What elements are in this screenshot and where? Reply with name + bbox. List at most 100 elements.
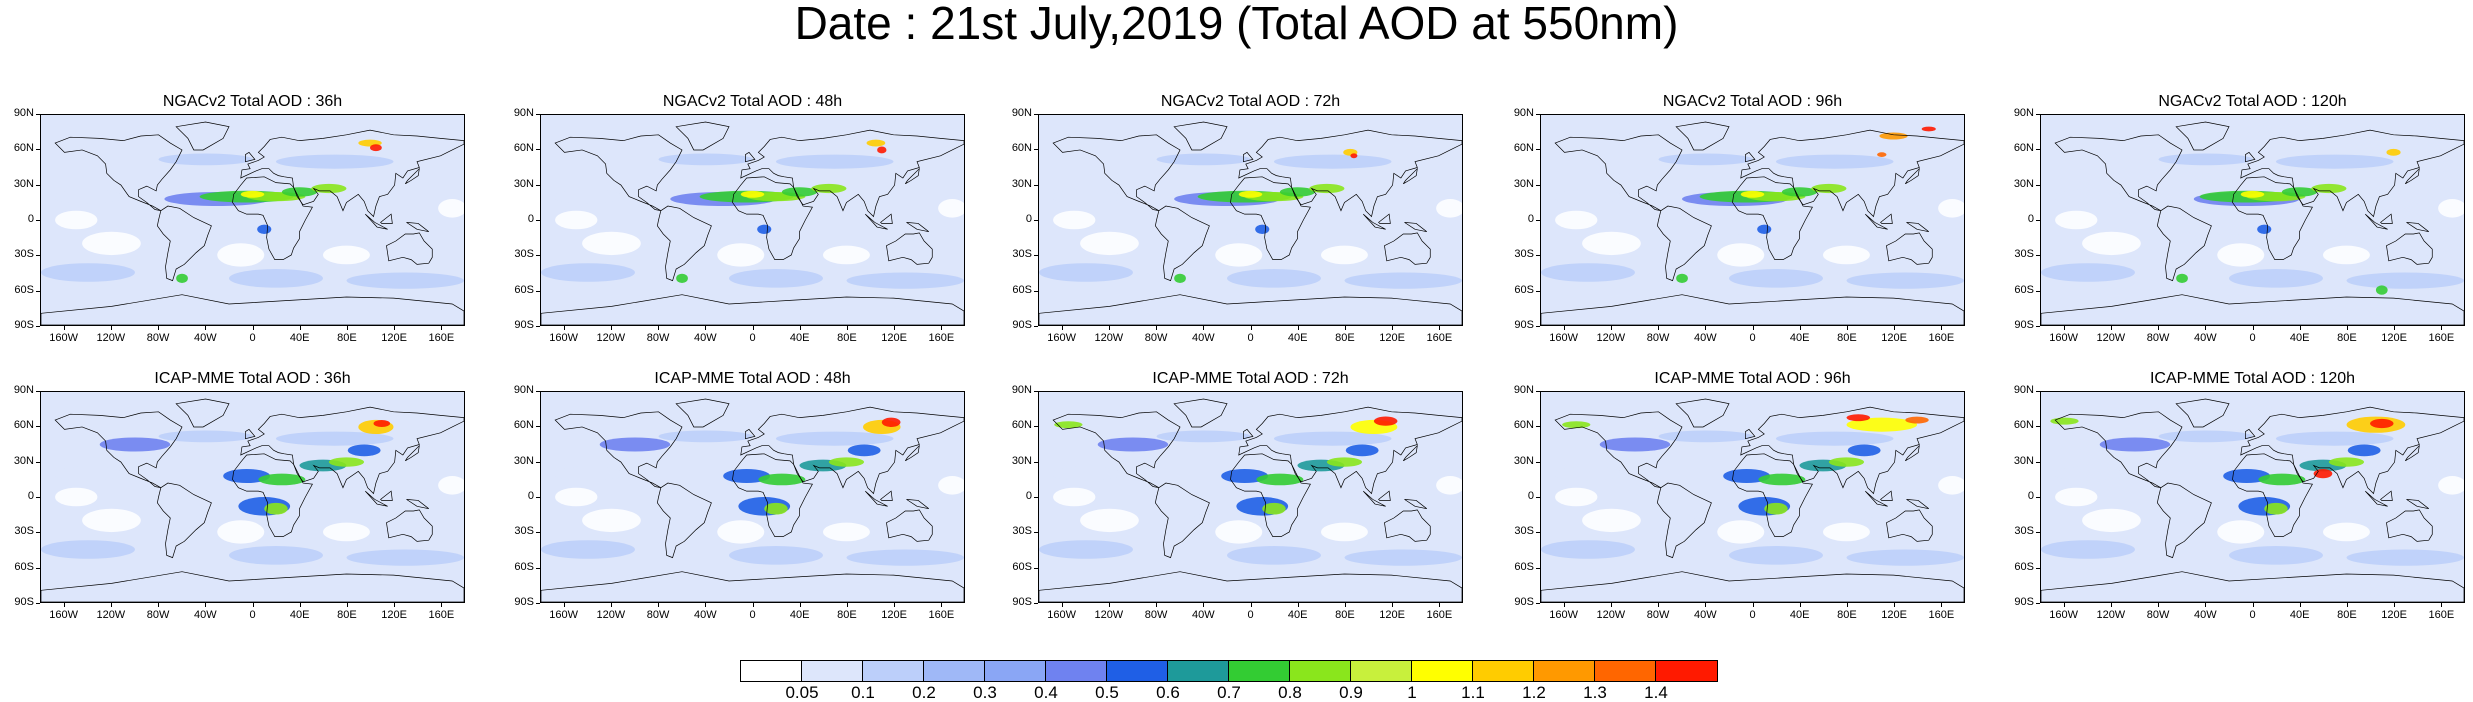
clear-area (2217, 520, 2265, 544)
longitude-tick (799, 603, 801, 607)
clear-area (1053, 210, 1096, 230)
aod-plume (1729, 269, 1823, 288)
longitude-tick-label: 80E (2337, 332, 2357, 344)
longitude-tick-label: 80E (1837, 609, 1857, 621)
coastline (906, 222, 929, 233)
aod-plume (764, 502, 788, 515)
latitude-tick (536, 461, 540, 463)
coastline (2365, 490, 2388, 507)
aod-background (541, 392, 964, 602)
clear-area (2082, 231, 2141, 256)
aod-plume (2346, 272, 2464, 289)
longitude-tick-label: 80W (1646, 609, 1670, 621)
aod-plume (1373, 416, 1398, 426)
longitude-tick-label: 80E (837, 609, 857, 621)
latitude-tick (536, 426, 540, 428)
longitude-tick (2299, 603, 2301, 607)
coastline (886, 232, 933, 265)
clear-area (2322, 245, 2370, 265)
figure-title: Date : 21st July,2019 (Total AOD at 550n… (794, 0, 1679, 49)
map-canvas (41, 115, 464, 325)
latitude-tick (2036, 114, 2040, 115)
latitude-tick (1034, 114, 1038, 115)
coastline (156, 205, 212, 282)
latitude-tick (1034, 326, 1038, 327)
aod-plume (1846, 417, 1918, 432)
latitude-tick-label: 90N (1513, 107, 1534, 119)
aod-map (1038, 391, 1463, 603)
clear-area (1822, 522, 1870, 542)
longitude-tick (752, 603, 754, 607)
longitude-tick (158, 326, 160, 330)
longitude-tick-label: 80E (1837, 332, 1857, 344)
longitude-tick-label: 80W (146, 332, 170, 344)
clear-area (1320, 522, 1368, 542)
aod-plume (229, 269, 323, 288)
latitude-tick-label: 90S (514, 596, 534, 608)
latitude-tick (2036, 326, 2040, 327)
aod-plume (275, 431, 394, 446)
longitude-tick-label: 80W (146, 609, 170, 621)
latitude-tick-label: 90N (13, 107, 34, 119)
longitude-tick-label: 40E (1789, 332, 1810, 344)
coastline (541, 294, 964, 325)
clear-area (582, 231, 641, 256)
colorbar-label: 1.3 (1583, 683, 1607, 702)
coastline (1732, 176, 1813, 260)
coastline (1243, 428, 1254, 440)
map-panel: ICAP-MME Total AOD : 96h 90N 60N 30N 0 30S 60S… (1500, 370, 2000, 630)
aod-plume (847, 444, 881, 457)
aod-plume (781, 187, 818, 197)
latitude-tick-label: 0 (27, 213, 34, 225)
aod-background (1541, 115, 1964, 325)
longitude-tick-label: 0 (249, 332, 256, 344)
aod-plume (2346, 549, 2464, 566)
longitude-tick-label: 120W (96, 332, 126, 344)
coastline (1378, 490, 1391, 501)
aod-plume (99, 437, 171, 452)
latitude-tick-label: 0 (2027, 490, 2034, 502)
longitude-tick-label: 40E (789, 332, 810, 344)
latitude-tick-label: 30S (14, 248, 34, 261)
latitude-tick (1536, 391, 1540, 392)
panel-title: ICAP-MME Total AOD : 72h (1152, 370, 1349, 387)
longitude-tick (63, 603, 65, 607)
latitude-tick (536, 220, 540, 221)
colorbar-swatch (1107, 661, 1168, 681)
latitude-tick-label: 90N (13, 384, 34, 396)
longitude-tick (299, 326, 301, 330)
aod-plume (1846, 516, 1941, 536)
latitude-tick (1536, 497, 1540, 498)
coastline (904, 167, 920, 185)
aod-plume (1757, 224, 1772, 234)
latitude-tick-label: 30S (1012, 248, 1032, 261)
colorbar-swatch (1229, 661, 1290, 681)
clear-area (717, 520, 765, 544)
latitude-tick-label: 90S (1514, 319, 1534, 331)
clear-area (1717, 520, 1765, 544)
latitude-tick-label: 90S (14, 319, 34, 331)
aod-plume (676, 273, 688, 283)
latitude-tick (2036, 149, 2040, 151)
aod-plume (1050, 466, 1122, 481)
coastline (245, 151, 256, 163)
coastline (2380, 213, 2393, 224)
aod-plume (729, 546, 823, 565)
latitude-tick (536, 184, 540, 186)
longitude-tick (894, 603, 896, 607)
longitude-tick (1752, 326, 1754, 330)
longitude-tick-label: 40E (1287, 332, 1308, 344)
latitude-tick-label: 90S (514, 319, 534, 331)
latitude-tick (536, 114, 540, 115)
clear-area (55, 210, 98, 230)
coastline (1154, 205, 1210, 282)
latitude-tick (36, 532, 40, 534)
aod-plume (1847, 444, 1881, 457)
colorbar-label: 0.3 (973, 683, 997, 702)
clear-area (1215, 520, 1263, 544)
longitude-tick-label: 160W (1549, 609, 1578, 621)
longitude-tick (1799, 326, 1801, 330)
latitude-tick-label: 0 (1527, 213, 1534, 225)
clear-area (2438, 476, 2464, 495)
aod-plume (1877, 152, 1887, 157)
